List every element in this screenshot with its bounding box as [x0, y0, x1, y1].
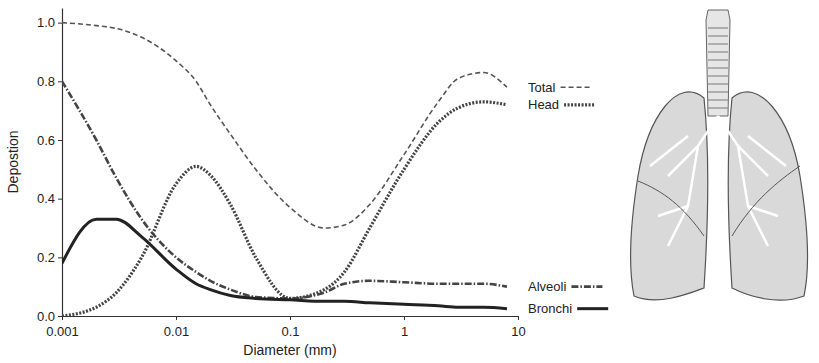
- tick-label: 0.2: [37, 250, 55, 265]
- lobe-fissure: [732, 166, 800, 236]
- legend-label: Alveoli: [528, 279, 566, 294]
- lines: [62, 23, 507, 316]
- legend-swatch: [577, 307, 608, 310]
- tick: 1.0: [37, 15, 62, 30]
- bronchus: [748, 136, 786, 166]
- series-line: [62, 23, 507, 228]
- tick-label: 0.001: [46, 324, 79, 339]
- chart: 0.001 0.01 0.1 1 10 0.0 0.2 0.4 0.6 0.8 1.0 Total He…: [0, 0, 819, 363]
- trachea-ring: [708, 83, 728, 84]
- tick-label: 0.6: [37, 133, 55, 148]
- tick: 0.0: [37, 309, 62, 324]
- lung-illustration: [631, 10, 808, 300]
- trachea: [706, 10, 730, 116]
- series-line: [62, 219, 507, 308]
- tick-label: 0.1: [281, 324, 299, 339]
- x-axis: 0.001 0.01 0.1 1 10: [46, 316, 526, 339]
- tick: 0.6: [37, 133, 62, 148]
- legend-swatch: [561, 86, 592, 88]
- tick-mark: [58, 257, 62, 258]
- tick-label: 0.01: [164, 324, 189, 339]
- legend-swatch: [571, 285, 602, 288]
- legend-label: Bronchi: [528, 301, 572, 316]
- y-axis: 0.0 0.2 0.4 0.6 0.8 1.0: [37, 9, 63, 324]
- tick: 10: [511, 316, 525, 339]
- legend-label: Total: [528, 80, 556, 95]
- trachea-ring: [708, 43, 728, 44]
- tick-mark: [290, 316, 291, 320]
- tick-mark: [176, 316, 177, 320]
- tick: 1: [401, 316, 408, 339]
- right-lung: [728, 92, 807, 300]
- trachea-ring: [708, 75, 728, 76]
- legend-swatch: [564, 103, 595, 106]
- bronchus: [650, 136, 688, 166]
- bronchus: [668, 146, 698, 246]
- trachea-ring: [708, 51, 728, 52]
- tick-label: 0.8: [37, 74, 55, 89]
- tick: 0.4: [37, 191, 62, 206]
- tick-label: 10: [511, 324, 525, 339]
- tick-mark: [58, 140, 62, 141]
- trachea-ring: [708, 27, 728, 28]
- tick-label: 0.0: [37, 309, 55, 324]
- tick-mark: [518, 316, 519, 320]
- trachea-ring: [708, 107, 728, 108]
- axis-line: [62, 9, 63, 317]
- tick-mark: [404, 316, 405, 320]
- tick: 0.01: [164, 316, 189, 339]
- tick-label: 1.0: [37, 15, 55, 30]
- tick-mark: [58, 81, 62, 82]
- tick: 0.2: [37, 250, 62, 265]
- tick-mark: [58, 23, 62, 24]
- lobe-fissure: [638, 181, 704, 236]
- trachea-ring: [708, 99, 728, 100]
- tick-mark: [58, 199, 62, 200]
- tick-mark: [62, 316, 63, 320]
- tick: 0.1: [281, 316, 299, 339]
- y-axis-title: Depostion: [5, 130, 21, 193]
- trachea-ring: [708, 59, 728, 60]
- tick-mark: [58, 316, 62, 317]
- legend: Total Head Alveoli Bronchi: [528, 80, 608, 316]
- left-lung: [631, 92, 708, 300]
- trachea-ring: [708, 91, 728, 92]
- tick-label: 1: [401, 324, 408, 339]
- series-line: [62, 81, 507, 298]
- tick-label: 0.4: [37, 191, 55, 206]
- trachea-ring: [708, 35, 728, 36]
- legend-label: Head: [528, 97, 559, 112]
- plot: 0.001 0.01 0.1 1 10 0.0 0.2 0.4 0.6 0.8 1.0 Total He…: [37, 9, 608, 340]
- tick: 0.8: [37, 74, 62, 89]
- trachea-ring: [708, 67, 728, 68]
- x-axis-title: Diameter (mm): [243, 342, 336, 358]
